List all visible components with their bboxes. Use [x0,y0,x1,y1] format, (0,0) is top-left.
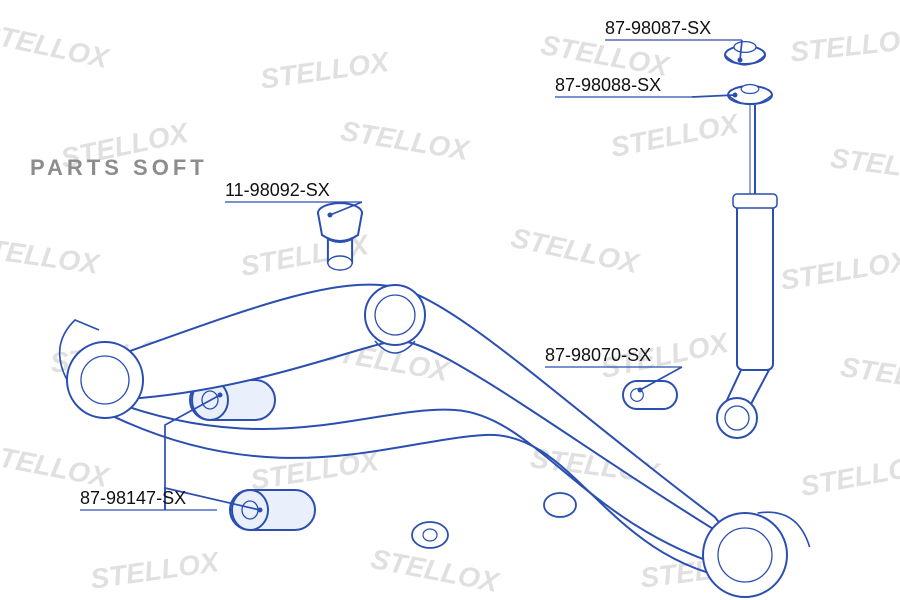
diagram-stage: STELLOXSTELLOXSTELLOXSTELLOXSTELLOXSTELL… [0,0,900,600]
part-label-lower_nut: 87-98088-SX [555,75,661,96]
part-label-beam_bush: 87-98147-SX [80,488,186,509]
part-label-top_nut: 87-98087-SX [605,18,711,39]
part-label-bump_stop: 11-98092-SX [225,180,330,201]
part-label-shock_bush: 87-98070-SX [545,345,651,366]
drawing-layer [0,0,900,600]
